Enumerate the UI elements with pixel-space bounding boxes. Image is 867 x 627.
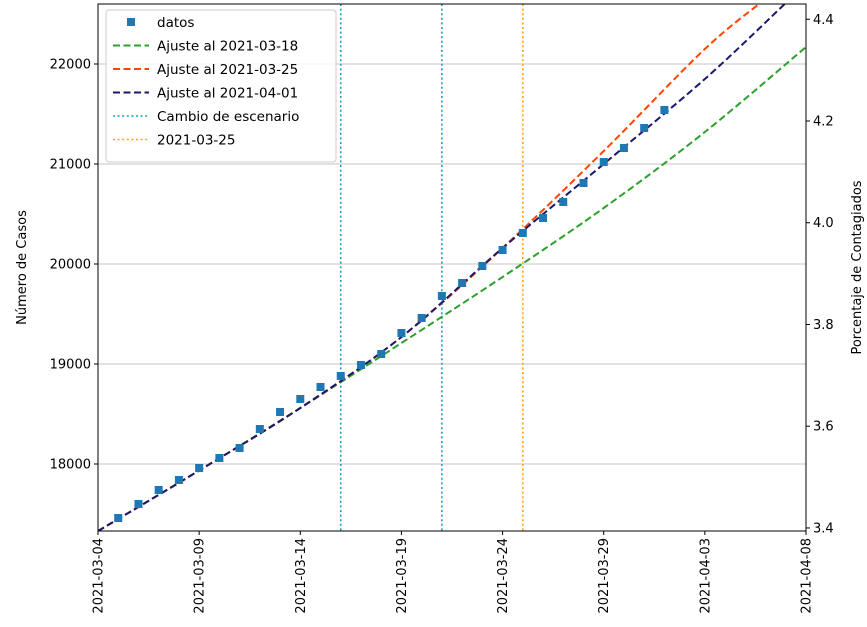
x-tick-label: 2021-03-24	[496, 538, 511, 614]
legend-box	[105, 9, 337, 163]
x-tick-label: 2021-03-19	[395, 538, 410, 614]
x-tick-label: 2021-04-03	[698, 538, 713, 614]
y-right-tick-label: 3.6	[813, 420, 834, 435]
data-point	[539, 214, 548, 222]
y-right-tick-label: 4.4	[813, 13, 834, 28]
y-axis-label-right: Porcentaje de Contagiados	[850, 180, 865, 354]
y-right-tick-label: 4.0	[813, 216, 834, 231]
x-ticks: 2021-03-04 2021-03-09 2021-03-14 2021-03-19…	[92, 531, 815, 614]
x-tick-label: 2021-03-29	[597, 538, 612, 614]
y-right-tick-label: 3.4	[813, 521, 834, 536]
data-point	[235, 444, 244, 452]
data-point	[296, 395, 305, 403]
x-tick-label: 2021-04-08	[800, 538, 815, 614]
data-point	[336, 372, 345, 380]
data-point	[660, 106, 669, 114]
legend-label: Cambio de escenario	[157, 109, 299, 125]
legend-label: Ajuste al 2021-03-25	[157, 62, 298, 78]
y-right-tick-label: 3.8	[813, 318, 834, 333]
y-tick-label: 20000	[50, 258, 91, 273]
data-point	[316, 383, 325, 391]
data-point	[397, 329, 406, 337]
legend-label: Ajuste al 2021-03-18	[157, 39, 298, 55]
data-point	[458, 279, 467, 287]
data-markers-layer	[114, 106, 669, 522]
y-axis-label-left: Número de Casos	[15, 210, 30, 325]
data-point	[437, 292, 446, 300]
data-point	[276, 408, 285, 416]
legend-label: 2021-03-25	[157, 133, 235, 149]
data-point	[154, 486, 163, 494]
data-point	[417, 314, 426, 322]
legend-label: datos	[157, 15, 194, 31]
legend: datos Ajuste al 2021-03-18 Ajuste al 2021-…	[105, 9, 337, 163]
y-ticks-right: 3.4 3.6 3.8 4.0 4.2 4.4	[806, 13, 834, 536]
x-tick-label: 2021-03-04	[92, 538, 107, 614]
y-tick-label: 18000	[50, 458, 91, 473]
legend-label: Ajuste al 2021-04-01	[157, 86, 298, 102]
y-right-tick-label: 4.2	[813, 114, 834, 129]
y-tick-label: 21000	[50, 158, 91, 173]
legend-marker	[127, 18, 135, 26]
data-point	[478, 262, 487, 270]
x-tick-label: 2021-03-14	[294, 538, 309, 614]
data-point	[579, 179, 588, 187]
fit-line	[98, 46, 806, 531]
y-tick-label: 19000	[50, 358, 91, 373]
data-point	[195, 464, 204, 472]
data-point	[174, 476, 183, 484]
data-point	[134, 500, 143, 508]
data-point	[498, 246, 507, 254]
data-point	[599, 158, 608, 166]
y-ticks-left: 18000 19000 20000 21000 22000	[50, 58, 98, 473]
vertical-lines-layer	[339, 4, 524, 531]
data-point	[640, 124, 649, 132]
data-point	[356, 361, 365, 369]
data-point	[619, 144, 628, 152]
x-tick-label: 2021-03-09	[193, 538, 208, 614]
data-point	[559, 198, 568, 206]
data-point	[518, 229, 527, 237]
y-tick-label: 22000	[50, 58, 91, 73]
data-point	[215, 454, 224, 462]
plot-frame	[97, 3, 807, 532]
data-point	[114, 514, 123, 522]
data-point	[377, 350, 386, 358]
data-point	[255, 425, 264, 433]
